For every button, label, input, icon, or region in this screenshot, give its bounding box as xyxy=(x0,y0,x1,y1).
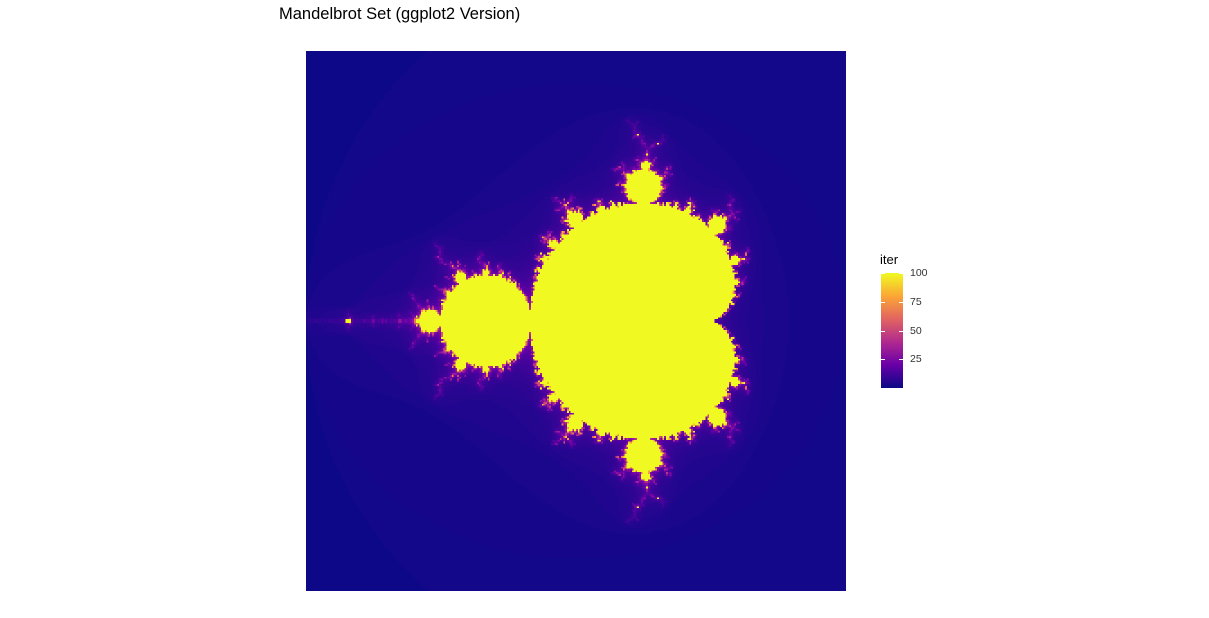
legend-tick-label: 25 xyxy=(910,353,922,366)
legend-gradient xyxy=(881,273,903,388)
mandelbrot-heatmap xyxy=(306,51,846,591)
mandelbrot-raster xyxy=(306,51,846,591)
legend-tick-label: 75 xyxy=(910,295,922,308)
legend-tick-label: 100 xyxy=(910,267,928,279)
legend-tick-mark xyxy=(881,273,885,274)
legend-tick-mark xyxy=(881,330,885,332)
legend-tick-mark xyxy=(881,301,885,303)
legend-title: iter xyxy=(880,252,899,267)
chart-title: Mandelbrot Set (ggplot2 Version) xyxy=(279,5,521,23)
legend-tick-mark xyxy=(899,301,903,303)
legend-tick-label: 50 xyxy=(910,324,922,337)
legend-colorbar xyxy=(881,273,903,388)
legend-tick-mark xyxy=(899,359,903,361)
legend-tick-mark xyxy=(881,359,885,361)
legend-tick-mark xyxy=(899,330,903,332)
legend-tick-mark xyxy=(899,273,903,274)
fill-legend: iter 25 50 75 100 xyxy=(880,252,960,392)
